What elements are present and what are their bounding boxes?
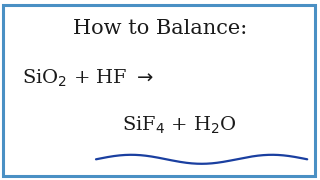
FancyBboxPatch shape [3, 4, 315, 176]
Text: How to Balance:: How to Balance: [73, 19, 247, 38]
Text: SiF$_4$ + H$_2$O: SiF$_4$ + H$_2$O [122, 114, 236, 136]
Text: SiO$_2$ + HF $\rightarrow$: SiO$_2$ + HF $\rightarrow$ [22, 68, 154, 89]
